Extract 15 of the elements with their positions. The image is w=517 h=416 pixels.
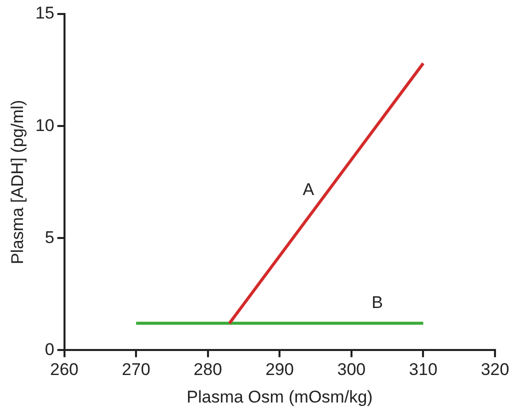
y-tick-label: 10 xyxy=(35,116,54,135)
x-axis-title: Plasma Osm (mOsm/kg) xyxy=(186,387,373,406)
x-tick-label: 310 xyxy=(409,360,438,380)
x-tick-label: 270 xyxy=(122,360,150,380)
y-tick-label: 0 xyxy=(44,340,54,359)
y-tick-label: 15 xyxy=(35,4,54,23)
x-tick-label: 320 xyxy=(480,360,510,380)
y-axis-title: Plasma [ADH] (pg/ml) xyxy=(8,100,27,264)
x-tick-label: 280 xyxy=(194,360,222,380)
y-tick-label: 5 xyxy=(44,228,54,247)
x-tick-label: 290 xyxy=(265,360,294,380)
series-label: A xyxy=(302,180,315,200)
series-label: B xyxy=(372,292,383,312)
x-tick-label: 300 xyxy=(337,360,366,380)
x-tick-label: 260 xyxy=(50,360,78,380)
